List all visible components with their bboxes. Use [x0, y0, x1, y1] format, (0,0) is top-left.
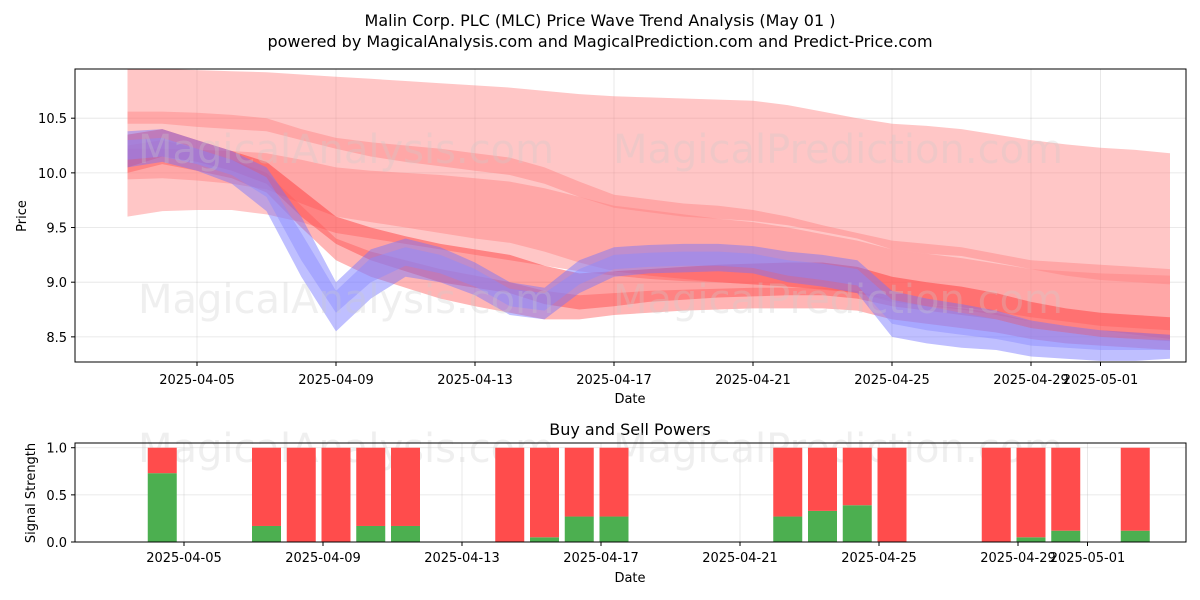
signal-x-ticks: 2025-04-05 2025-04-09 2025-04-13 2025-04-17… — [146, 542, 1125, 566]
y-tick-label: 0.5 — [46, 489, 67, 504]
x-tick-label: 2025-04-09 — [298, 373, 374, 388]
sell-bar — [981, 447, 1011, 542]
signal-chart-title: Buy and Sell Powers — [549, 420, 711, 439]
signal-bars — [147, 447, 1150, 542]
x-tick-label: 2025-04-29 — [993, 373, 1069, 388]
x-tick-label: 2025-04-17 — [563, 551, 639, 566]
buy-bar — [773, 516, 803, 542]
price-chart: MagicalAnalysis.com MagicalPrediction.co… — [15, 68, 1187, 407]
price-band-2 — [127, 111, 1170, 331]
y-tick-label: 0.0 — [46, 536, 67, 551]
watermark: MagicalAnalysis.com — [138, 127, 554, 173]
price-band-6 — [127, 129, 1170, 361]
buy-bar — [564, 516, 594, 542]
sell-bar — [391, 447, 420, 526]
chart-subtitle: powered by MagicalAnalysis.com and Magic… — [267, 32, 932, 51]
sell-bar — [877, 447, 907, 542]
x-tick-label: 2025-05-01 — [1063, 373, 1139, 388]
signal-y-ticks: 0.0 0.5 1.0 — [46, 442, 75, 551]
buy-bar — [1016, 537, 1046, 542]
price-band-3 — [127, 148, 1170, 339]
price-y-ticks: 8.5 9.0 9.5 10.0 10.5 — [38, 112, 75, 346]
buy-bar — [1051, 530, 1081, 542]
price-watermarks: MagicalAnalysis.com MagicalPrediction.co… — [138, 127, 1063, 323]
buy-bar — [356, 525, 386, 542]
sell-bar — [1120, 447, 1150, 531]
sell-bar — [564, 447, 594, 517]
sell-bar — [252, 447, 281, 526]
y-tick-label: 10.0 — [38, 167, 67, 182]
sell-bar — [356, 447, 386, 526]
x-tick-label: 2025-04-09 — [285, 551, 361, 566]
x-tick-label: 2025-04-21 — [715, 373, 791, 388]
price-band-4 — [127, 129, 1170, 342]
sell-bar — [808, 447, 837, 511]
x-tick-label: 2025-04-05 — [159, 373, 235, 388]
x-tick-label: 2025-04-13 — [437, 373, 513, 388]
sell-bar — [773, 447, 803, 517]
buy-bar — [252, 525, 281, 542]
sell-bar — [1016, 447, 1046, 538]
price-grid — [75, 69, 1186, 362]
y-tick-label: 1.0 — [46, 442, 67, 457]
y-tick-label: 9.5 — [46, 222, 67, 237]
x-tick-label: 2025-04-25 — [841, 551, 917, 566]
buy-bar — [808, 510, 837, 542]
signal-plot-frame — [74, 442, 1187, 543]
chart-title: Malin Corp. PLC (MLC) Price Wave Trend A… — [365, 11, 836, 30]
price-y-axis-label: Price — [15, 200, 30, 232]
sell-bar — [286, 447, 316, 542]
buy-bar — [1120, 530, 1150, 542]
signal-y-axis-label: Signal Strength — [24, 443, 39, 543]
y-tick-label: 10.5 — [38, 112, 67, 127]
price-bands — [127, 69, 1170, 361]
watermark: MagicalPrediction.com — [613, 127, 1063, 173]
price-band-5 — [127, 140, 1170, 350]
sell-bar — [147, 447, 177, 474]
sell-bar — [842, 447, 872, 506]
buy-bar — [391, 525, 420, 542]
x-tick-label: 2025-04-29 — [980, 551, 1056, 566]
x-tick-label: 2025-04-05 — [146, 551, 222, 566]
buy-bar — [599, 516, 629, 542]
buy-bar — [530, 537, 559, 542]
signal-chart: Buy and Sell Powers MagicalAnalysis.com … — [24, 420, 1187, 586]
price-x-ticks: 2025-04-05 2025-04-09 2025-04-13 2025-04-17… — [159, 362, 1138, 388]
sell-bar — [321, 447, 351, 542]
x-tick-label: 2025-04-25 — [854, 373, 930, 388]
price-band-1 — [127, 69, 1170, 285]
buy-bar — [842, 505, 872, 542]
watermark: MagicalAnalysis.com — [138, 277, 554, 323]
x-tick-label: 2025-04-17 — [576, 373, 652, 388]
price-x-axis-label: Date — [614, 392, 645, 407]
sell-bar — [495, 447, 525, 542]
watermark: MagicalPrediction.com — [613, 277, 1063, 323]
x-tick-label: 2025-05-01 — [1050, 551, 1126, 566]
x-tick-label: 2025-04-13 — [424, 551, 500, 566]
x-tick-label: 2025-04-21 — [702, 551, 778, 566]
sell-bar — [1051, 447, 1081, 531]
y-tick-label: 8.5 — [46, 331, 67, 346]
price-plot-frame — [74, 68, 1187, 363]
signal-x-axis-label: Date — [614, 571, 645, 586]
sell-bar — [530, 447, 559, 538]
sell-bar — [599, 447, 629, 517]
buy-bar — [147, 473, 177, 542]
y-tick-label: 9.0 — [46, 276, 67, 291]
